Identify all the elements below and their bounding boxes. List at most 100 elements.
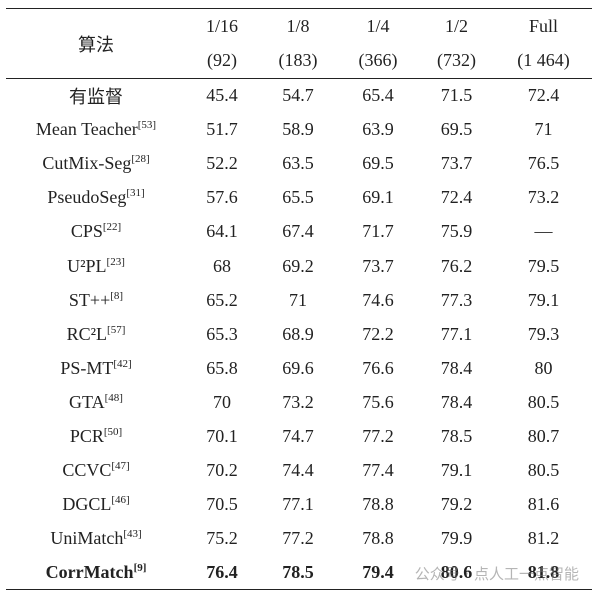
value-cell: 77.4 xyxy=(362,460,394,481)
method-name: Mean Teacher xyxy=(35,119,138,140)
table-row: CutMix-Seg[28] 52.2 63.5 69.5 73.7 76.5 xyxy=(6,147,592,181)
method-name: CPS xyxy=(70,221,103,242)
column-header: 1/8 xyxy=(286,15,310,36)
method-header: 算法 xyxy=(78,34,114,55)
value-cell: 77.2 xyxy=(282,528,314,549)
method-name: DGCL xyxy=(62,494,112,515)
table-row: CPS[22] 64.1 67.4 71.7 75.9 — xyxy=(6,215,592,249)
method-name: CutMix-Seg xyxy=(42,153,132,174)
method-cell: DGCL[46] xyxy=(6,488,186,522)
method-name: 有监督 xyxy=(69,86,123,107)
value-cell: 77.1 xyxy=(282,494,314,515)
value-cell: 57.6 xyxy=(206,187,238,208)
value-cell: 80.5 xyxy=(527,460,560,481)
citation: [31] xyxy=(126,187,145,200)
table-row: DGCL[46] 70.5 77.1 78.8 79.2 81.6 xyxy=(6,488,592,522)
column-count: (732) xyxy=(437,50,476,71)
table-row: GTA[48] 70 73.2 75.6 78.4 80.5 xyxy=(6,385,592,419)
value-cell: 72.4 xyxy=(440,187,473,208)
value-cell: 68.9 xyxy=(282,323,314,344)
value-cell: 73.2 xyxy=(282,391,314,412)
value-cell: 75.6 xyxy=(362,391,394,412)
table-row: PCR[50] 70.1 74.7 77.2 78.5 80.7 xyxy=(6,419,592,453)
method-cell: CCVC[47] xyxy=(6,454,186,488)
value-cell: 54.7 xyxy=(282,85,314,106)
table-row: ST++[8] 65.2 71 74.6 77.3 79.1 xyxy=(6,283,592,317)
value-cell: 71.5 xyxy=(440,85,473,106)
column-header: 1/2 xyxy=(444,15,468,36)
value-cell: 75.2 xyxy=(206,528,238,549)
value-cell: 79.1 xyxy=(440,460,473,481)
citation: [28] xyxy=(131,153,150,166)
value-cell: 76.6 xyxy=(362,357,394,378)
column-count: (92) xyxy=(207,50,237,71)
citation: [48] xyxy=(104,391,123,404)
value-cell: 79.3 xyxy=(527,323,560,344)
method-name: GTA xyxy=(69,391,105,412)
value-cell: 79.5 xyxy=(527,255,560,276)
method-cell: GTA[48] xyxy=(6,385,186,419)
table-row: CCVC[47] 70.2 74.4 77.4 79.1 80.5 xyxy=(6,454,592,488)
table-row: UniMatch[43] 75.2 77.2 78.8 79.9 81.2 xyxy=(6,522,592,556)
value-cell: 77.1 xyxy=(440,323,473,344)
table-row: U²PL[23] 68 69.2 73.7 76.2 79.5 xyxy=(6,249,592,283)
value-cell: 78.4 xyxy=(440,357,473,378)
value-cell: 78.8 xyxy=(362,494,394,515)
value-cell: 77.3 xyxy=(440,289,473,310)
value-cell: 77.2 xyxy=(362,425,394,446)
table-row: PS-MT[42] 65.8 69.6 76.6 78.4 80 xyxy=(6,351,592,385)
method-cell: CPS[22] xyxy=(6,215,186,249)
method-cell: Mean Teacher[53] xyxy=(6,113,186,147)
value-cell: 79.1 xyxy=(527,289,560,310)
value-cell: 75.9 xyxy=(440,221,473,242)
results-table: 算法 1/16 1/8 1/4 1/2 Full (92) (183) (366) (732) (… xyxy=(6,8,592,591)
value-cell: 69.5 xyxy=(440,119,473,140)
value-cell: 79.4 xyxy=(362,562,394,583)
watermark: 公众号 · 点人工一点智能 xyxy=(414,565,579,583)
value-cell: 52.2 xyxy=(206,153,238,174)
column-count: (1 464) xyxy=(517,50,570,71)
value-cell: 65.5 xyxy=(282,187,314,208)
column-count: (366) xyxy=(358,50,398,71)
method-name: ST++ xyxy=(68,289,111,310)
value-cell: 69.6 xyxy=(282,357,314,378)
column-header: 1/16 xyxy=(205,15,238,36)
method-cell: CorrMatch[9] xyxy=(6,556,186,590)
method-cell: PCR[50] xyxy=(6,419,186,453)
value-cell: 81.6 xyxy=(527,494,560,515)
value-cell: 80 xyxy=(534,357,553,378)
value-cell: 78.8 xyxy=(362,528,394,549)
method-name: CorrMatch xyxy=(45,562,134,583)
method-cell: PseudoSeg[31] xyxy=(6,181,186,215)
value-cell: 63.5 xyxy=(282,153,314,174)
value-cell: 80.6 xyxy=(440,562,473,583)
value-cell: — xyxy=(534,221,553,242)
value-cell: 73.7 xyxy=(440,153,473,174)
method-name: PCR xyxy=(69,425,104,446)
method-cell: 有监督 xyxy=(6,79,186,113)
method-name: RC²L xyxy=(66,323,108,344)
value-cell: 71 xyxy=(534,119,553,140)
value-cell: 65.8 xyxy=(206,357,238,378)
value-cell: 78.4 xyxy=(440,391,473,412)
value-cell: 65.2 xyxy=(206,289,238,310)
value-cell: 74.4 xyxy=(282,460,314,481)
value-cell: 81.2 xyxy=(527,528,560,549)
method-name: UniMatch xyxy=(50,528,124,549)
value-cell: 65.3 xyxy=(206,323,238,344)
citation: [42] xyxy=(113,357,132,370)
method-cell: UniMatch[43] xyxy=(6,522,186,556)
citation: [23] xyxy=(106,255,125,268)
table-body: 有监督 45.4 54.7 65.4 71.5 72.4 Mean Teacher[53] 5… xyxy=(6,79,592,590)
value-cell: 74.7 xyxy=(282,425,314,446)
value-cell: 70.1 xyxy=(206,425,238,446)
method-cell: PS-MT[42] xyxy=(6,351,186,385)
value-cell: 58.9 xyxy=(282,119,314,140)
value-cell: 63.9 xyxy=(362,119,394,140)
value-cell: 80.7 xyxy=(527,425,560,446)
method-name: U²PL xyxy=(67,255,107,276)
value-cell: 78.5 xyxy=(440,425,473,446)
value-cell: 69.2 xyxy=(282,255,314,276)
table-row: CorrMatch[9] 76.4 78.5 79.4 80.6 81.8 xyxy=(6,556,592,590)
